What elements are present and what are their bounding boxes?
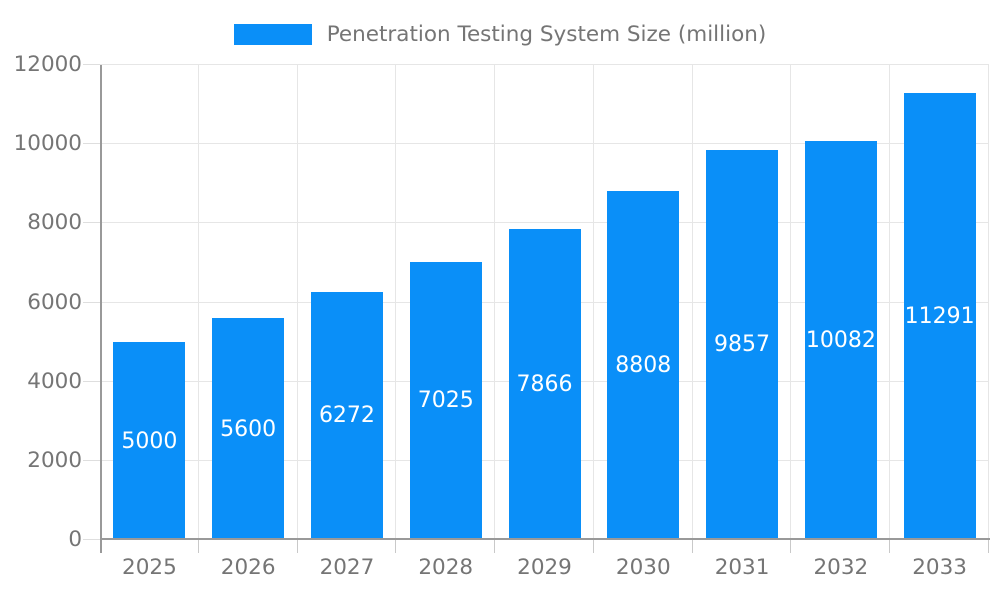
bar-value-label: 7866 [516, 371, 573, 397]
x-tick-label: 2030 [615, 555, 671, 580]
legend-swatch [233, 23, 312, 45]
v-gridline [197, 65, 199, 540]
x-tick-label: 2025 [122, 555, 177, 580]
y-axis-tick [83, 539, 100, 540]
x-axis-tick [494, 540, 496, 553]
y-tick-label: 2000 [27, 447, 82, 473]
x-tick-label: 2028 [418, 555, 474, 580]
y-axis-tick [83, 143, 100, 145]
y-axis-tick [83, 459, 100, 461]
y-tick-label: 0 [68, 527, 82, 552]
x-tick-label: 2026 [220, 555, 276, 580]
y-tick-label: 6000 [27, 289, 82, 315]
x-tick-label: 2031 [714, 555, 770, 580]
bar: 8808 [607, 191, 680, 540]
y-axis-tick [83, 380, 100, 382]
x-axis-tick [790, 540, 792, 553]
bar-value-label: 6272 [318, 403, 375, 429]
y-tick-label: 12000 [13, 52, 82, 77]
bar: 10082 [804, 140, 877, 540]
x-axis-tick [691, 540, 693, 553]
plot-area: 0 2000 4000 6000 8000 10000 12000 5000 2025 5600 2… [14, 53, 990, 580]
y-axis-tick [83, 222, 100, 224]
x-axis-tick [296, 540, 298, 553]
v-gridline [494, 65, 496, 540]
bar-value-label: 7025 [417, 388, 474, 414]
v-gridline [592, 65, 594, 540]
y-tick-label: 10000 [13, 131, 82, 157]
legend-item[interactable]: Penetration Testing System Size (million… [0, 20, 1000, 48]
x-axis-tick [197, 540, 199, 553]
x-axis-tick [889, 540, 891, 553]
y-axis-tick [83, 301, 100, 303]
v-gridline [691, 65, 693, 540]
y-tick-label: 8000 [27, 210, 82, 236]
bar-value-label: 11291 [904, 304, 975, 330]
h-gridline [100, 64, 989, 65]
v-gridline [988, 65, 989, 540]
bar: 5000 [113, 342, 186, 540]
v-gridline [889, 65, 891, 540]
bar-value-label: 8808 [615, 353, 672, 379]
x-tick-label: 2033 [912, 555, 967, 580]
bar: 5600 [212, 318, 285, 540]
legend-label: Penetration Testing System Size (million… [326, 21, 767, 47]
x-tick-label: 2027 [319, 555, 375, 580]
bar-value-label: 10082 [805, 327, 876, 353]
x-axis-tick [395, 540, 397, 553]
v-gridline [296, 65, 298, 540]
y-axis-tick [83, 64, 100, 65]
bar-value-label: 5600 [220, 416, 277, 442]
bar-value-label: 5000 [121, 428, 178, 454]
bar-value-label: 9857 [714, 332, 771, 358]
v-gridline [790, 65, 792, 540]
bar: 11291 [903, 93, 976, 540]
h-gridline [100, 143, 989, 145]
y-axis-line [100, 65, 102, 553]
x-tick-label: 2029 [517, 555, 572, 580]
x-axis-tick [988, 540, 989, 553]
x-tick-label: 2032 [813, 555, 869, 580]
bar: 7025 [409, 261, 482, 540]
bar: 9857 [706, 149, 779, 540]
bar: 7866 [508, 228, 581, 540]
x-axis-line [100, 538, 990, 540]
bar: 6272 [310, 291, 383, 540]
v-gridline [395, 65, 397, 540]
h-gridline [100, 222, 989, 224]
y-tick-label: 4000 [27, 368, 82, 394]
x-axis-tick [592, 540, 594, 553]
